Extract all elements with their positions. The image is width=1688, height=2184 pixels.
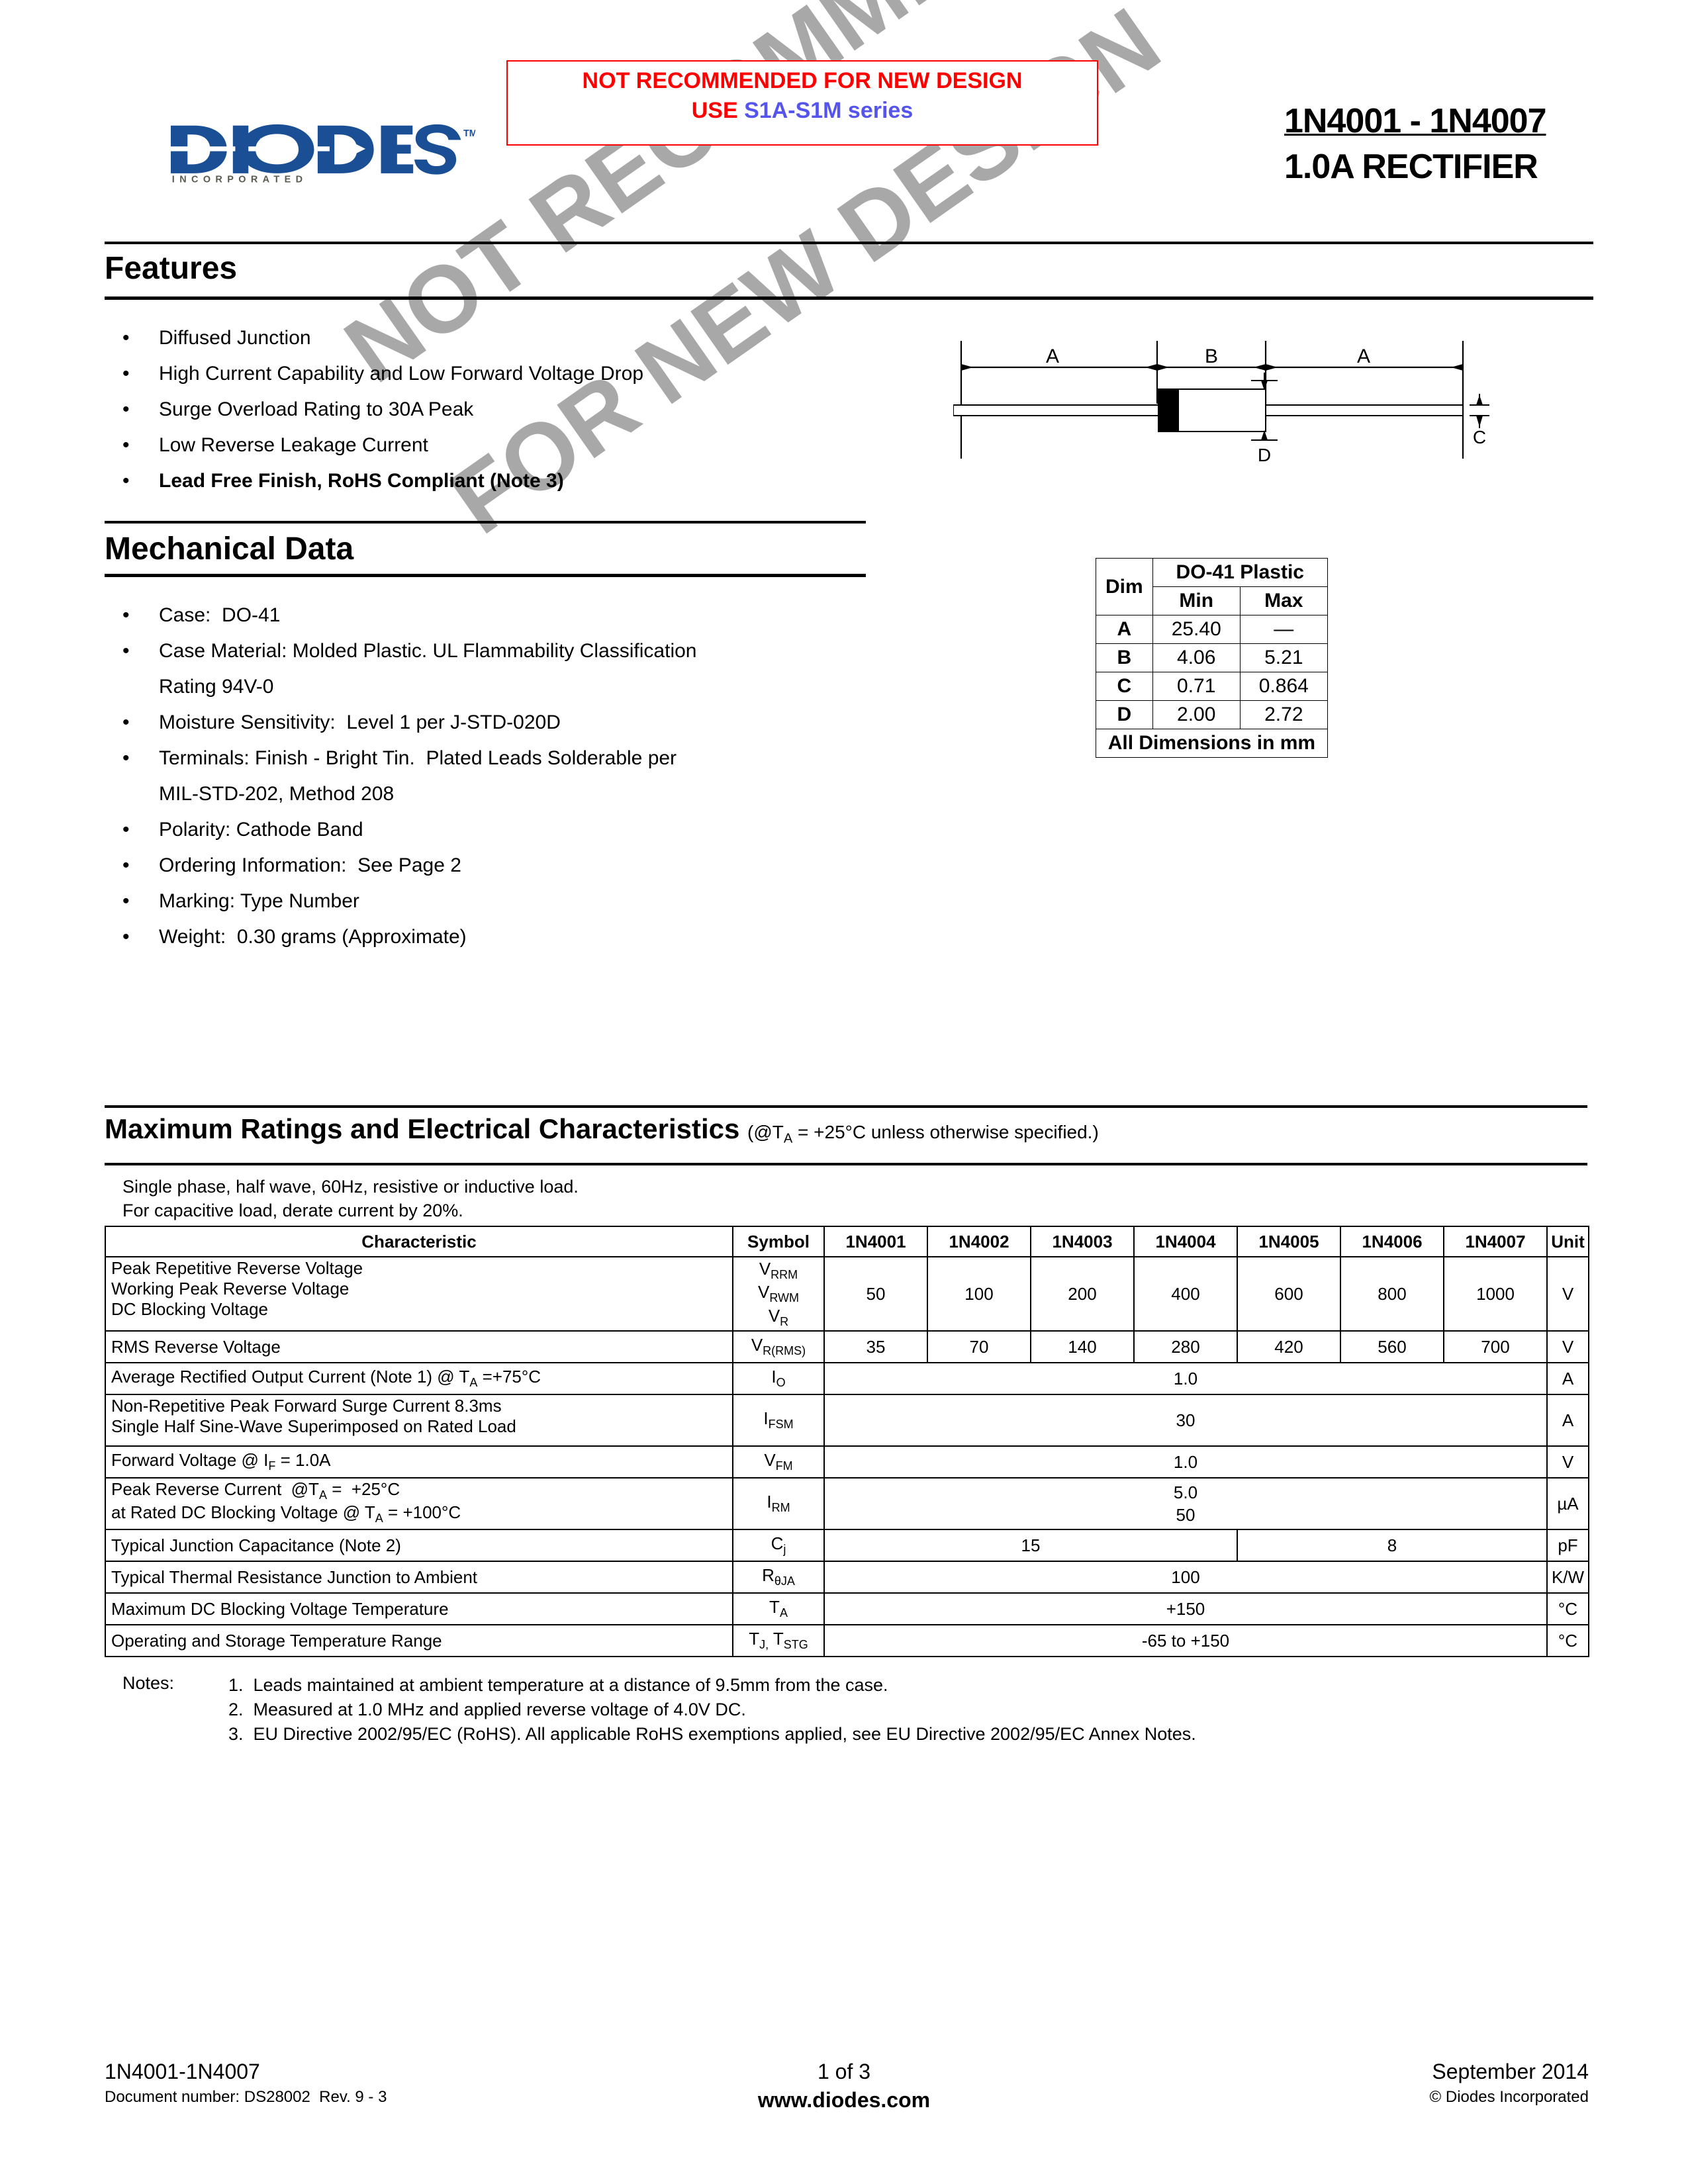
svg-text:D: D xyxy=(1258,445,1271,465)
svg-text:INCORPORATED: INCORPORATED xyxy=(172,174,308,185)
svg-text:B: B xyxy=(1205,345,1218,367)
svg-text:TM: TM xyxy=(463,128,475,139)
svg-text:A: A xyxy=(1357,345,1370,367)
svg-text:A: A xyxy=(1046,345,1059,367)
svg-text:C: C xyxy=(1473,427,1486,447)
